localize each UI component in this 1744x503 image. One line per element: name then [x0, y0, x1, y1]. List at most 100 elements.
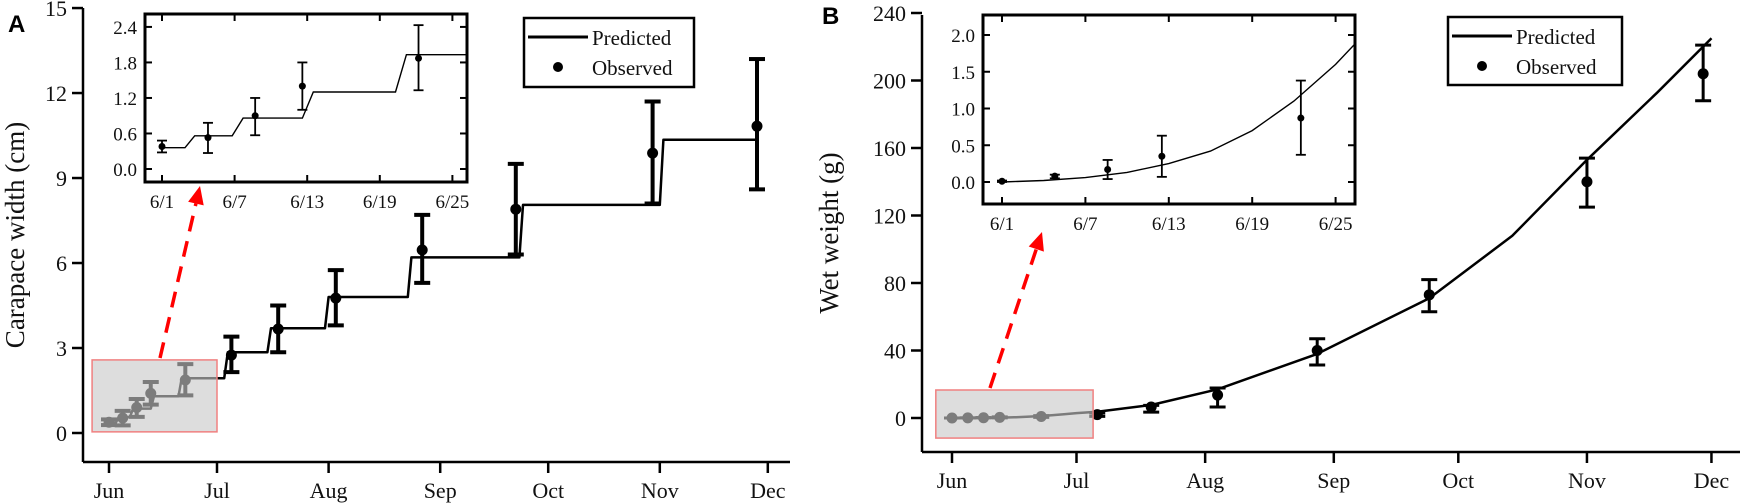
x-tick-label: Sep — [1317, 468, 1350, 493]
observed-marker — [1423, 289, 1435, 301]
y-tick-label: 12 — [45, 81, 67, 106]
inset-observed-marker — [415, 54, 423, 62]
observed-marker — [647, 147, 659, 159]
x-tick-label: Jun — [94, 478, 125, 503]
inset-observed-marker — [298, 82, 306, 90]
inset-plot: 0.0 0.5 1.0 1.5 2.0 6/1 6/7 6/13 6/19 6/25 — [951, 13, 1357, 235]
y-axis-title: Wet weight (g) — [814, 152, 844, 313]
x-tick-label: Nov — [641, 478, 679, 503]
y-tick-label: 120 — [873, 204, 906, 229]
y-tick-label: 6 — [56, 251, 67, 276]
observed-marker — [416, 244, 428, 256]
inset-observed-marker — [1297, 114, 1305, 122]
inset-observed-point — [1156, 134, 1167, 178]
y-tick-label: 3 — [56, 336, 67, 361]
inset-observed-point — [157, 139, 167, 154]
dashed-arrow-line — [158, 203, 198, 359]
inset-y-tick-label: 1.2 — [113, 89, 137, 110]
observed-marker — [1697, 68, 1709, 80]
observed-marker — [1581, 176, 1593, 188]
inset-data — [157, 24, 467, 154]
legend-label-predicted: Predicted — [1516, 25, 1596, 49]
panel-letter: B — [822, 3, 839, 30]
x-tick-label: Jul — [204, 478, 230, 503]
inset-observed-marker — [1104, 166, 1112, 174]
legend: Predicted Observed — [522, 16, 696, 89]
x-tick-label: Dec — [1694, 468, 1730, 493]
legend: Predicted Observed — [1446, 15, 1624, 87]
inset-y-tick-label: 0.6 — [113, 124, 137, 145]
inset-observed-point — [1049, 172, 1060, 180]
dashed-arrow-line — [988, 248, 1038, 389]
inset-x-tick-label: 6/7 — [1073, 214, 1097, 235]
inset-x-tick-label: 6/13 — [290, 192, 324, 213]
inset-frame — [981, 13, 1357, 206]
observed-point — [327, 268, 344, 328]
panel-b-wet-weight: B 0 40 80 120 160 200 240 Jun Jul Aug Sep Oct Nov Dec W… — [814, 1, 1740, 493]
inset-y-tick-label: 1.5 — [951, 63, 975, 84]
x-tick-label: Nov — [1568, 468, 1606, 493]
inset-observed-marker — [1051, 172, 1059, 180]
inset-background — [983, 15, 1355, 204]
inset-x-tick-label: 6/25 — [1319, 214, 1353, 235]
y-tick-label: 160 — [873, 136, 906, 161]
legend-label-observed: Observed — [592, 56, 673, 80]
y-tick-label: 9 — [56, 166, 67, 191]
legend-dot-swatch — [1477, 61, 1487, 71]
observed-point — [223, 334, 240, 375]
observed-point — [644, 99, 661, 206]
inset-x-tick-label: 6/25 — [436, 192, 470, 213]
zoom-highlight-box — [91, 359, 218, 433]
inset-observed-point — [1102, 159, 1113, 180]
y-tick-label: 80 — [884, 271, 906, 296]
observed-marker — [510, 203, 522, 215]
inset-plot: 0.0 0.6 1.2 1.8 2.4 6/1 6/7 6/13 6/19 6/25 — [113, 12, 470, 213]
inset-frame — [143, 12, 469, 184]
y-axis-title: Carapace width (cm) — [0, 122, 30, 348]
inset-observed-marker — [998, 177, 1006, 185]
legend-dot-swatch — [553, 62, 563, 72]
x-tick-label: Dec — [750, 478, 786, 503]
inset-observed-point — [202, 121, 213, 154]
observed-marker — [1091, 409, 1103, 421]
observed-point — [749, 57, 765, 192]
legend-box — [522, 16, 696, 89]
y-tick-label: 15 — [45, 0, 67, 21]
x-tick-label: Oct — [1442, 468, 1474, 493]
x-tick-label: Sep — [424, 478, 457, 503]
inset-observed-point — [1295, 79, 1306, 156]
inset-x-tick-label: 6/19 — [363, 192, 397, 213]
inset-observed-marker — [1158, 152, 1166, 160]
x-tick-label: Aug — [1186, 468, 1224, 493]
legend-label-predicted: Predicted — [592, 26, 672, 50]
inset-y-tick-label: 2.0 — [951, 26, 975, 47]
inset-predicted-line — [162, 54, 467, 149]
inset-y-tick-label: 1.8 — [113, 53, 137, 74]
observed-point — [507, 161, 524, 257]
observed-point — [1421, 278, 1438, 314]
legend-label-observed: Observed — [1516, 55, 1597, 79]
observed-marker — [751, 120, 763, 132]
y-tick-label: 240 — [873, 1, 906, 26]
observed-marker — [1212, 389, 1224, 401]
inset-predicted-line — [1001, 42, 1355, 183]
inset-y-tick-label: 2.4 — [113, 18, 137, 39]
inset-observed-point — [997, 177, 1007, 185]
observed-point — [1209, 386, 1226, 409]
inset-observed-marker — [158, 143, 166, 151]
observed-marker — [330, 292, 342, 304]
inset-x-tick-label: 6/1 — [990, 214, 1014, 235]
inset-y-tick-label: 0.0 — [951, 173, 975, 194]
inset-observed-point — [413, 24, 424, 92]
inset-y-tick-label: 1.0 — [951, 100, 975, 121]
y-tick-label: 200 — [873, 69, 906, 94]
inset-observed-marker — [204, 134, 212, 142]
observed-marker — [225, 349, 237, 361]
observed-point — [1143, 401, 1160, 414]
inset-x-tick-label: 6/19 — [1235, 214, 1269, 235]
observed-marker — [272, 323, 284, 335]
inset-x-tick-label: 6/1 — [150, 192, 174, 213]
observed-point — [1309, 337, 1326, 367]
